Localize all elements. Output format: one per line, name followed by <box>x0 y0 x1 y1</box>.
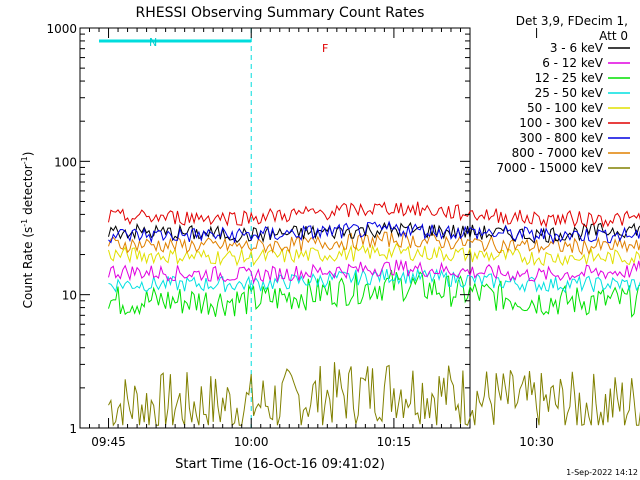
x-tick-label: 10:15 <box>377 435 412 449</box>
attenuator-info: Att 0 <box>599 29 628 43</box>
detector-info: Det 3,9, FDecim 1, <box>516 14 628 28</box>
x-axis-label: Start Time (16-Oct-16 09:41:02) <box>175 457 385 472</box>
legend-entry-label: 25 - 50 keV <box>535 86 604 100</box>
legend-entry-label: 3 - 6 keV <box>550 41 604 55</box>
legend-entry-label: 100 - 300 keV <box>519 116 603 130</box>
series-line <box>108 259 640 285</box>
series-line <box>108 269 640 318</box>
legend-entry-label: 6 - 12 keV <box>542 56 604 70</box>
series-line <box>108 231 640 256</box>
series-line <box>108 362 640 427</box>
legend-entry-label: 800 - 7000 keV <box>512 146 604 160</box>
y-tick-label: 10 <box>62 289 77 303</box>
legend-entry-label: 7000 - 15000 keV <box>496 161 603 175</box>
series-line <box>108 201 640 229</box>
y-axis-label: Count Rate (s-1 detector-1) <box>20 152 35 309</box>
y-axis-label-sup2: -1 <box>20 156 29 164</box>
series-line <box>108 268 640 294</box>
series-line <box>108 242 640 267</box>
y-tick-label: 100 <box>54 155 77 169</box>
chart-title: RHESSI Observing Summary Count Rates <box>136 5 425 21</box>
y-axis-label-mid: detector <box>21 164 35 219</box>
x-tick-label: 10:30 <box>519 435 554 449</box>
y-axis: 1 10 100 1000 <box>46 22 470 436</box>
plot-area <box>79 27 640 429</box>
flare-annotation: F <box>322 42 328 55</box>
x-tick-label: 10:00 <box>234 435 269 449</box>
legend-entry-label: 50 - 100 keV <box>527 101 604 115</box>
y-tick-label: 1 <box>69 422 77 436</box>
y-axis-label-end: ) <box>21 152 35 157</box>
y-axis-label-sup1: -1 <box>20 219 29 227</box>
night-annotation: N <box>149 36 157 49</box>
y-tick-label: 1000 <box>46 22 77 36</box>
generation-timestamp: 1-Sep-2022 14:12 <box>566 468 638 477</box>
y-axis-label-main: Count Rate (s <box>21 227 35 309</box>
legend-entry-label: 12 - 25 keV <box>535 71 604 85</box>
x-tick-label: 09:45 <box>91 435 126 449</box>
series-line <box>108 220 640 245</box>
legend-entry-label: 300 - 800 keV <box>519 131 603 145</box>
